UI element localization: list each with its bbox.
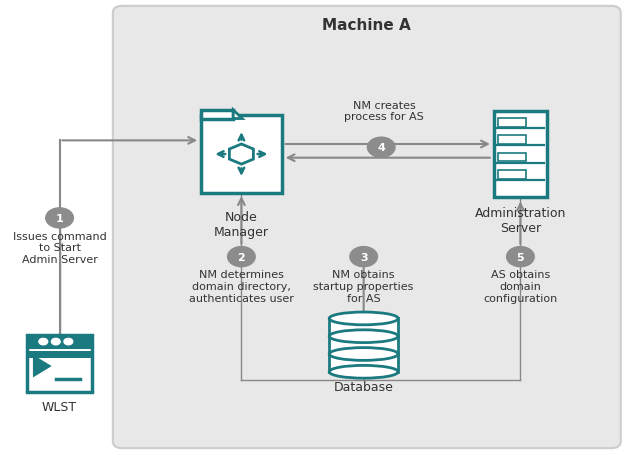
FancyBboxPatch shape — [498, 119, 526, 127]
Ellipse shape — [329, 348, 398, 360]
FancyBboxPatch shape — [113, 7, 621, 448]
Circle shape — [228, 247, 255, 267]
FancyBboxPatch shape — [26, 336, 93, 348]
Text: Administration
Server: Administration Server — [475, 207, 566, 235]
Text: 1: 1 — [56, 213, 63, 223]
FancyBboxPatch shape — [201, 116, 282, 193]
Text: 3: 3 — [360, 252, 367, 262]
Circle shape — [64, 339, 73, 345]
FancyBboxPatch shape — [498, 153, 526, 162]
Circle shape — [507, 247, 534, 267]
Text: Database: Database — [334, 380, 394, 393]
Circle shape — [350, 247, 377, 267]
FancyBboxPatch shape — [26, 336, 93, 392]
FancyBboxPatch shape — [329, 354, 398, 372]
Text: 4: 4 — [377, 143, 385, 153]
Text: Machine A: Machine A — [322, 18, 411, 33]
FancyBboxPatch shape — [329, 318, 398, 337]
Text: WLST: WLST — [42, 400, 77, 414]
Text: NM determines
domain directory,
authenticates user: NM determines domain directory, authenti… — [189, 270, 294, 303]
Text: 2: 2 — [238, 252, 245, 262]
Polygon shape — [33, 355, 51, 378]
Text: 5: 5 — [517, 252, 524, 262]
Text: AS obtains
domain
configuration: AS obtains domain configuration — [483, 270, 557, 303]
Text: Issues command
to Start
Admin Server: Issues command to Start Admin Server — [13, 231, 107, 264]
Ellipse shape — [329, 330, 398, 343]
Polygon shape — [233, 111, 242, 119]
FancyBboxPatch shape — [201, 111, 233, 119]
FancyBboxPatch shape — [494, 111, 547, 198]
Text: NM creates
process for AS: NM creates process for AS — [344, 101, 424, 122]
FancyBboxPatch shape — [498, 136, 526, 145]
Circle shape — [46, 208, 73, 228]
Ellipse shape — [329, 313, 398, 325]
Ellipse shape — [329, 366, 398, 379]
Circle shape — [51, 339, 60, 345]
FancyBboxPatch shape — [26, 351, 93, 359]
FancyBboxPatch shape — [329, 337, 398, 354]
FancyBboxPatch shape — [498, 171, 526, 179]
Text: Node
Manager: Node Manager — [214, 211, 269, 238]
Circle shape — [367, 138, 395, 158]
Polygon shape — [229, 145, 253, 165]
Text: NM obtains
startup properties
for AS: NM obtains startup properties for AS — [314, 270, 414, 303]
Circle shape — [39, 339, 48, 345]
